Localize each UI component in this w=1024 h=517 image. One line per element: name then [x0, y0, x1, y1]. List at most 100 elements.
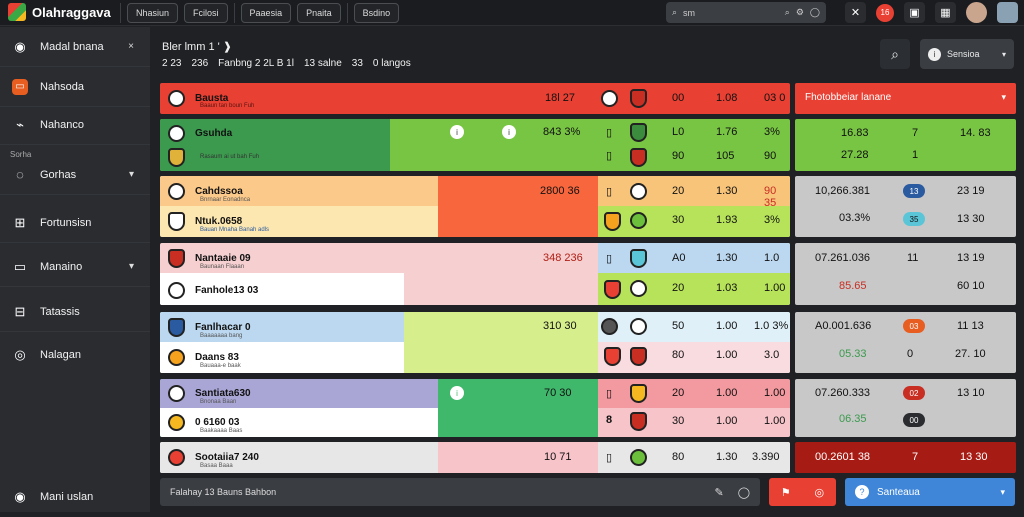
sidebar-item-3[interactable]: ⌁ Nahanco: [0, 105, 150, 145]
prediction-row-2[interactable]: 10,266.381 13 23 19 03.3% 35 13 30: [795, 176, 1016, 237]
prediction-value: 27.28: [841, 149, 869, 161]
sidebar-item-1[interactable]: ◉ Madal bnana ×: [0, 27, 150, 67]
sidebar-item-5[interactable]: ⊞ Fortunsisn: [0, 203, 150, 243]
odds-cell[interactable]: 90: [672, 150, 685, 162]
sidebar-item-7[interactable]: ⊟ Tatassis: [0, 292, 150, 332]
prediction-pill: 13: [903, 184, 925, 198]
search-input[interactable]: sm: [683, 7, 696, 18]
odds-cell[interactable]: 1.00: [716, 387, 738, 399]
nav-button-3[interactable]: Paaesia: [240, 3, 292, 23]
odds-cell[interactable]: 1.76: [716, 126, 738, 138]
team-shield-icon: [630, 412, 647, 431]
odds-cell[interactable]: 30: [672, 415, 685, 427]
footer-icons: ✎ ◯: [714, 486, 750, 499]
odds-cell[interactable]: 20: [672, 387, 685, 399]
nav-button-4[interactable]: Pnaita: [297, 3, 341, 23]
odds-cell[interactable]: 3%: [764, 214, 780, 226]
odds-cell[interactable]: 80: [672, 451, 685, 463]
stats-icon[interactable]: ▦: [935, 2, 956, 23]
sidebar-item-6[interactable]: ▭ Manaino ▾: [0, 247, 150, 287]
odds-cell[interactable]: 1.00: [764, 387, 786, 399]
action-dropdown[interactable]: ? Santeaua ▾: [845, 478, 1015, 506]
odds-cell[interactable]: 20: [672, 282, 685, 294]
odds-cell[interactable]: 1.30: [716, 451, 738, 463]
notification-badge[interactable]: 16: [876, 3, 894, 22]
odds-cell[interactable]: L0: [672, 126, 685, 138]
team-row: Gsuhda: [160, 121, 790, 145]
top-icons: ✕ 16 ▣ ▦: [845, 2, 1018, 23]
soccer-ball-icon: ◉: [14, 38, 26, 54]
prediction-row-5[interactable]: 07.260.333 02 13 10 06.35 00: [795, 379, 1016, 437]
prediction-row-4[interactable]: A0.001.636 03 11 13 05.33 0 27. 10: [795, 312, 1016, 373]
sidebar-item-8[interactable]: ◎ Nalagan: [0, 335, 150, 375]
odds-cell[interactable]: 20: [672, 185, 685, 197]
chevron-down-icon[interactable]: ▾: [128, 261, 134, 272]
odds-cell[interactable]: 1.00: [716, 349, 738, 361]
odds-cell[interactable]: 1.00: [716, 415, 738, 427]
ball-icon: [601, 318, 618, 335]
circle-icon[interactable]: ◯: [737, 486, 750, 499]
odds-cell[interactable]: 90: [764, 150, 777, 162]
sidebar-item-label: Manaino: [40, 260, 83, 273]
match-row-4[interactable]: Nantaaie 09 Baunaan Flaaan Fanhole13 03 …: [160, 243, 790, 305]
odds-cell[interactable]: 1.03: [716, 282, 738, 294]
nav-button-2[interactable]: Fcilosi: [184, 3, 228, 23]
nav-button-1[interactable]: Nhasiun: [127, 3, 179, 23]
ticket-icon: ▭: [12, 78, 28, 95]
session-dropdown[interactable]: i Sensioa ▾: [920, 39, 1014, 69]
odds-cell[interactable]: A0: [672, 252, 686, 264]
avatar[interactable]: [966, 2, 987, 23]
prediction-row-6[interactable]: 00.2601 38 7 13 30: [795, 442, 1016, 473]
odds-cell[interactable]: 1.00: [764, 282, 786, 294]
magnifier-icon[interactable]: ⌕: [784, 7, 790, 17]
match-row-3[interactable]: Cahdssoa Bnrnaar Eonadnca Ntuk.0658 Baua…: [160, 176, 790, 237]
brand[interactable]: Olahraggava: [8, 3, 111, 21]
avatar-secondary[interactable]: [997, 2, 1018, 23]
odds-cell[interactable]: 30: [672, 214, 685, 226]
chevron-down-icon[interactable]: ▾: [128, 169, 134, 180]
score: 310 30: [543, 320, 577, 332]
odds-cell[interactable]: 1.00: [716, 320, 738, 332]
odds-cell[interactable]: 3%: [764, 126, 780, 138]
odds-cell[interactable]: 50: [672, 320, 685, 332]
nav-button-5[interactable]: Bsdino: [353, 3, 400, 23]
prediction-value: 13 30: [960, 451, 988, 463]
match-row-6[interactable]: Santiata630 Bnonaa Baan 0 6160 03 Baakaa…: [160, 379, 790, 437]
edit-icon[interactable]: ✎: [714, 486, 724, 499]
odds-cell[interactable]: 3.390: [752, 451, 780, 463]
prediction-row-3[interactable]: 07.261.036 11 13 19 85.65 60 10: [795, 243, 1016, 305]
camera-icon[interactable]: ▣: [904, 2, 925, 23]
search-button[interactable]: ⌕: [880, 39, 910, 69]
chat-icon[interactable]: ◯: [809, 7, 820, 17]
odds-cell[interactable]: 03 0: [764, 92, 786, 104]
odds-cell[interactable]: 1.93: [716, 214, 738, 226]
odds-cell[interactable]: 1.0 3%: [754, 320, 789, 332]
prediction-row-1[interactable]: 16.83 7 14. 83 27.28 1: [795, 119, 1016, 171]
sidebar-item-4[interactable]: ◌ Gorhas ▾: [0, 155, 150, 195]
table-icon: ⊟: [14, 303, 26, 319]
odds-cell[interactable]: 1.30: [716, 252, 738, 264]
match-row-7[interactable]: Sootaiia7 240 Basaa Baaa 10 71 ▯ 80 1.30…: [160, 442, 790, 473]
match-row-1-header[interactable]: Bausta Baaun tan boun Fuh 18l 27 00 1.08…: [160, 83, 790, 114]
tools-icon[interactable]: ✕: [845, 2, 866, 23]
sidebar-bottom-item[interactable]: ◉ Mani uslan: [0, 477, 150, 517]
odds-cell[interactable]: 80: [672, 349, 685, 361]
odds-cell[interactable]: 1.30: [716, 185, 738, 197]
odds-cell[interactable]: 00: [672, 92, 685, 104]
odds-cell[interactable]: 105: [716, 150, 735, 162]
match-row-2[interactable]: Gsuhda Rasaum ai ut bah Fuh i i 843 3% ▯…: [160, 119, 790, 171]
odds-cell[interactable]: 1.08: [716, 92, 738, 104]
prediction-dropdown[interactable]: Fhotobbeiar lanane ▾: [795, 83, 1016, 114]
action-button-red[interactable]: ⚑ ◎: [769, 478, 836, 506]
team-crest-icon: [168, 281, 185, 299]
close-icon[interactable]: ×: [128, 41, 134, 52]
match-row-5[interactable]: Fanlhacar 0 Baaaaaaa bang Daans 83 Bauaa…: [160, 312, 790, 373]
search-bar[interactable]: ⌕ sm ⌕ ⚙ ◯: [666, 2, 826, 23]
odds-cell[interactable]: 1.0: [764, 252, 780, 264]
odds-cell[interactable]: 3.0: [764, 349, 780, 361]
settings-icon[interactable]: ⚙: [795, 7, 804, 17]
sidebar-item-2[interactable]: ▭ Nahsoda: [0, 67, 150, 107]
team-sub: Baakaaaa Baas: [200, 428, 243, 434]
odds-cell[interactable]: 1.00: [764, 415, 786, 427]
odds-cell[interactable]: 90 35: [764, 185, 777, 209]
